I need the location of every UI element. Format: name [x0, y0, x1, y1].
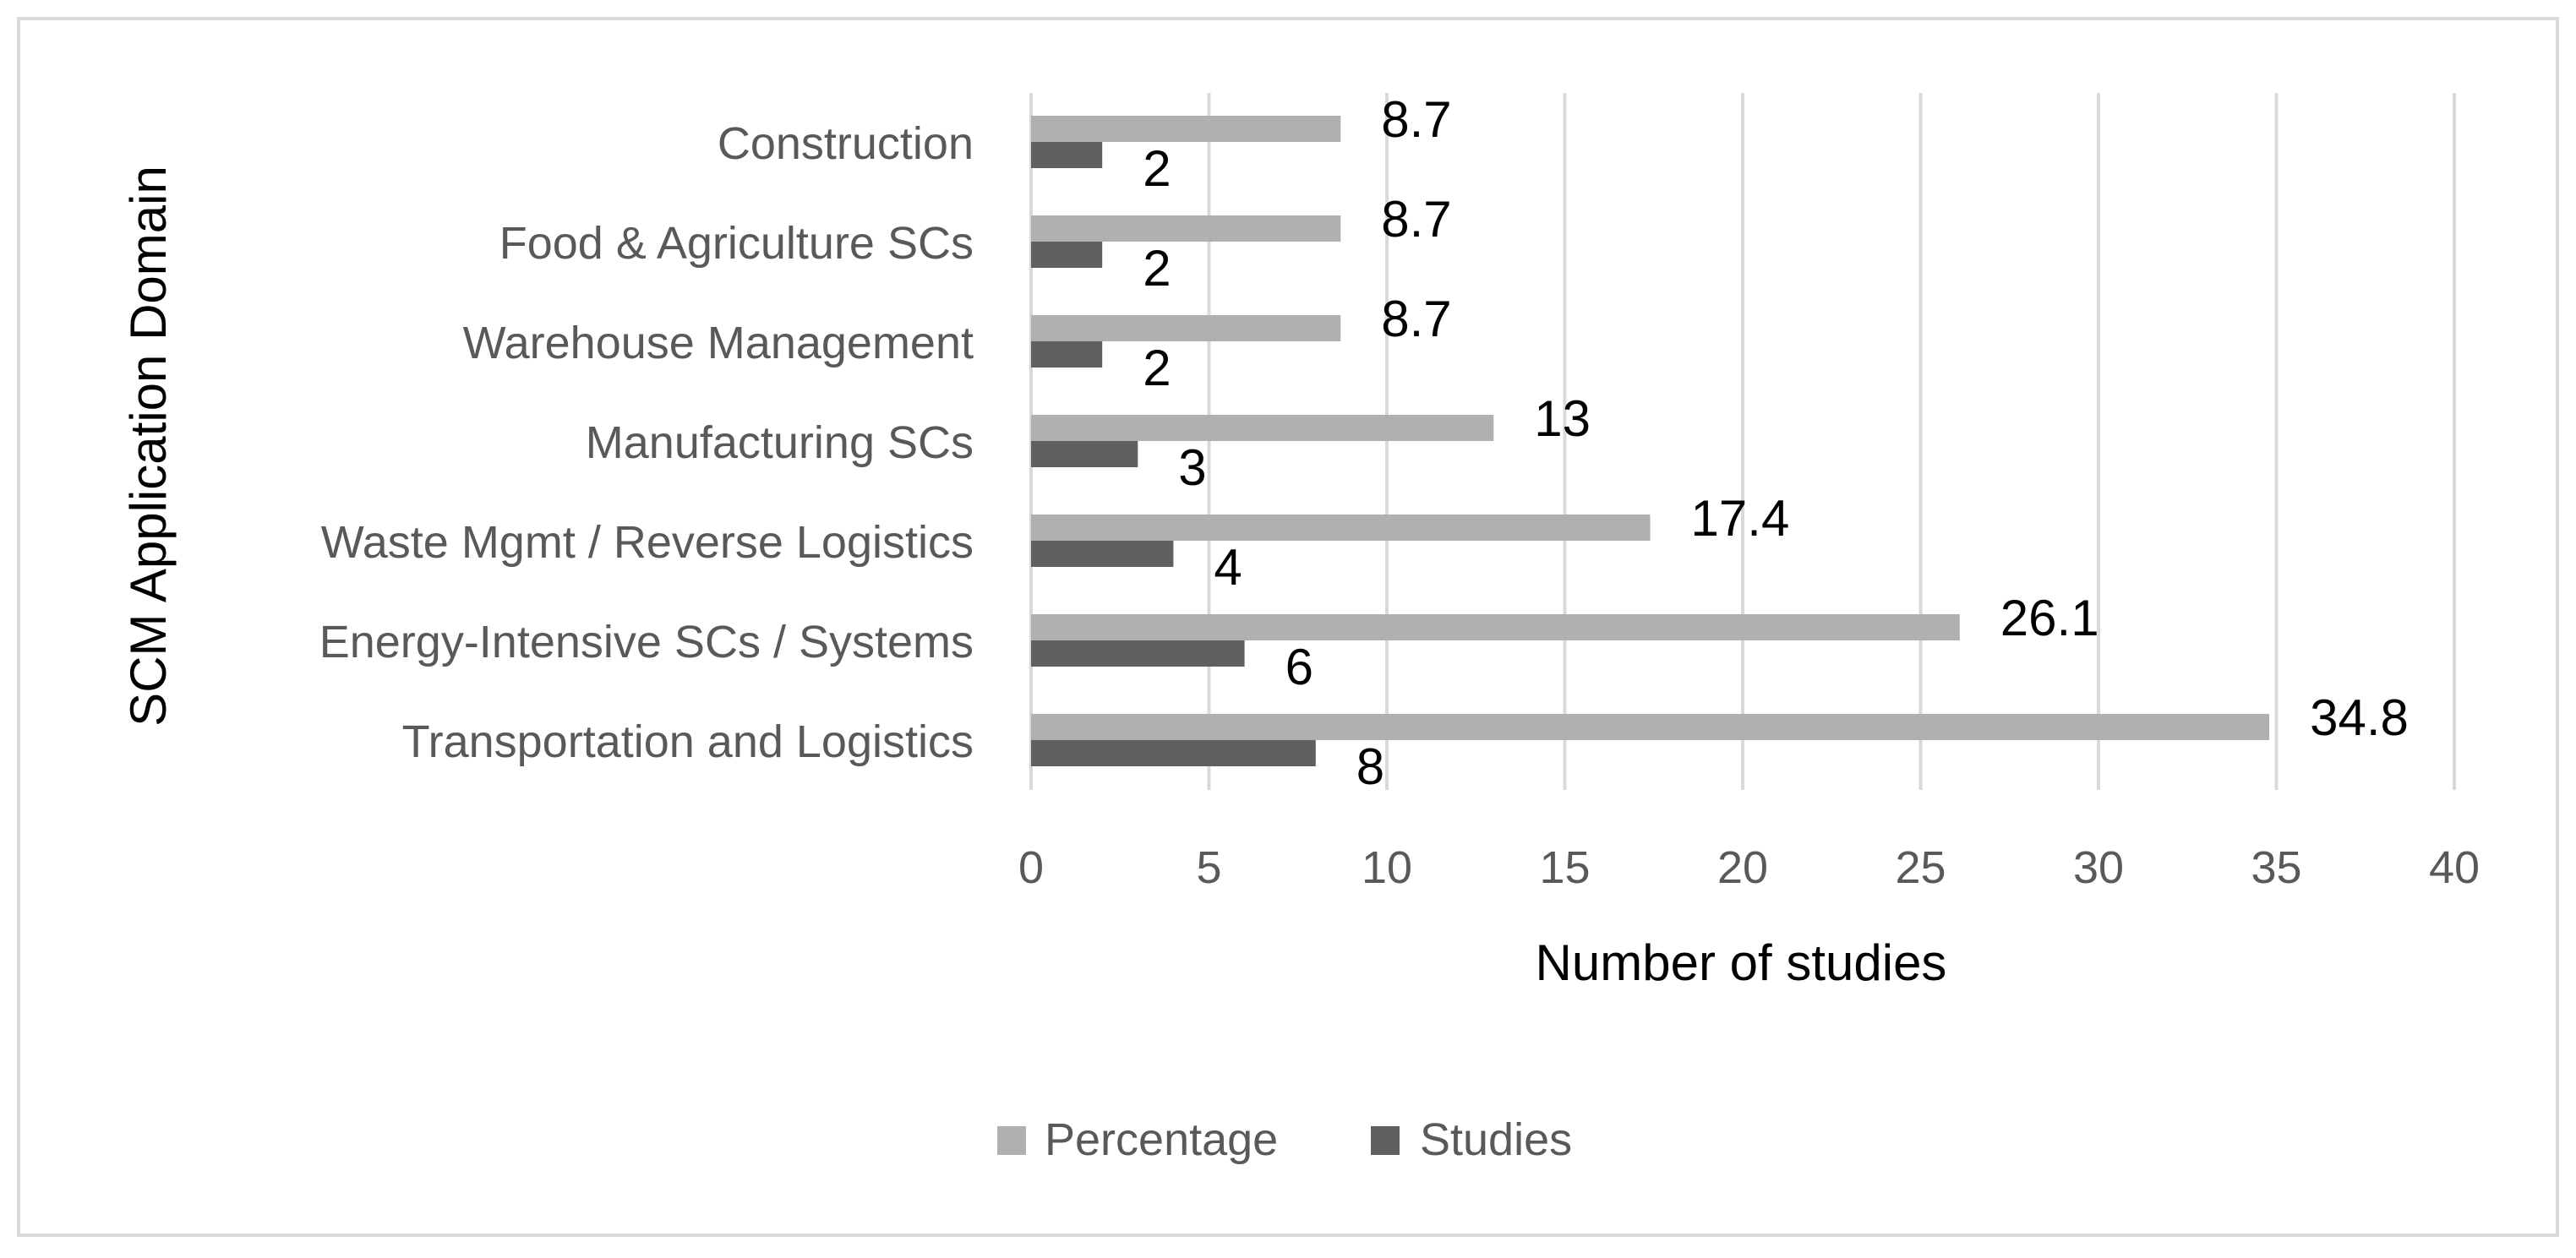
category-label: Waste Mgmt / Reverse Logistics — [321, 517, 974, 568]
category-label: Construction — [718, 118, 974, 169]
legend-swatch-studies — [1371, 1126, 1400, 1155]
y-axis-title: SCM Application Domain — [120, 166, 177, 727]
bar-studies — [1031, 541, 1174, 567]
x-tick-label-5: 5 — [1196, 842, 1221, 893]
bar-percentage — [1031, 116, 1341, 142]
bar-studies — [1031, 640, 1245, 667]
gridlines — [1029, 93, 2456, 790]
bar-studies — [1031, 242, 1103, 268]
bar-studies — [1031, 740, 1316, 766]
x-tick-label-40: 40 — [2429, 842, 2480, 893]
category-label: Manufacturing SCs — [586, 417, 974, 468]
data-label-studies: 2 — [1143, 240, 1171, 297]
data-labels: 8.7 2 8.7 2 8.7 2 13 3 17.4 4 26.1 6 34.8 8 — [1143, 91, 2409, 795]
bar-percentage — [1031, 714, 2270, 740]
category-label: Warehouse Management — [463, 318, 974, 368]
data-label-percentage: 26.1 — [2000, 590, 2099, 646]
bar-studies — [1031, 142, 1103, 168]
category-label: Food & Agriculture SCs — [499, 218, 974, 269]
x-tick-label-30: 30 — [2073, 842, 2124, 893]
data-label-studies: 2 — [1143, 340, 1171, 396]
x-tick-labels: 0 5 10 15 20 25 30 35 40 — [1018, 842, 2480, 893]
data-label-studies: 4 — [1214, 539, 1242, 596]
x-tick-label-15: 15 — [1539, 842, 1590, 893]
data-label-percentage: 34.8 — [2310, 689, 2409, 746]
data-label-studies: 8 — [1356, 738, 1384, 795]
x-tick-label-20: 20 — [1717, 842, 1768, 893]
bar-percentage — [1031, 515, 1651, 541]
data-label-percentage: 17.4 — [1691, 490, 1790, 547]
data-label-percentage: 13 — [1534, 390, 1591, 447]
category-label: Energy-Intensive SCs / Systems — [319, 617, 974, 667]
bar-percentage — [1031, 415, 1494, 441]
bar-percentage — [1031, 215, 1341, 242]
data-label-studies: 6 — [1285, 639, 1313, 695]
x-tick-label-35: 35 — [2251, 842, 2301, 893]
data-label-percentage: 8.7 — [1381, 91, 1451, 148]
x-axis-title: Number of studies — [1536, 934, 1947, 991]
data-label-studies: 2 — [1143, 140, 1171, 197]
bar-studies — [1031, 441, 1138, 467]
data-label-percentage: 8.7 — [1381, 291, 1451, 347]
data-label-studies: 3 — [1178, 439, 1206, 496]
bar-percentage — [1031, 315, 1341, 341]
x-tick-label-25: 25 — [1895, 842, 1946, 893]
legend-label-studies: Studies — [1420, 1114, 1572, 1165]
bar-percentage — [1031, 614, 1960, 640]
bar-studies — [1031, 341, 1103, 368]
data-label-percentage: 8.7 — [1381, 191, 1451, 248]
category-label: Transportation and Logistics — [402, 716, 974, 767]
legend: Percentage Studies — [997, 1114, 1572, 1165]
x-tick-label-0: 0 — [1018, 842, 1044, 893]
category-labels: Construction Food & Agriculture SCs Wareho… — [319, 118, 974, 767]
x-tick-label-10: 10 — [1362, 842, 1412, 893]
bars — [1031, 116, 2270, 766]
legend-label-percentage: Percentage — [1045, 1114, 1278, 1165]
legend-swatch-percentage — [997, 1126, 1026, 1155]
